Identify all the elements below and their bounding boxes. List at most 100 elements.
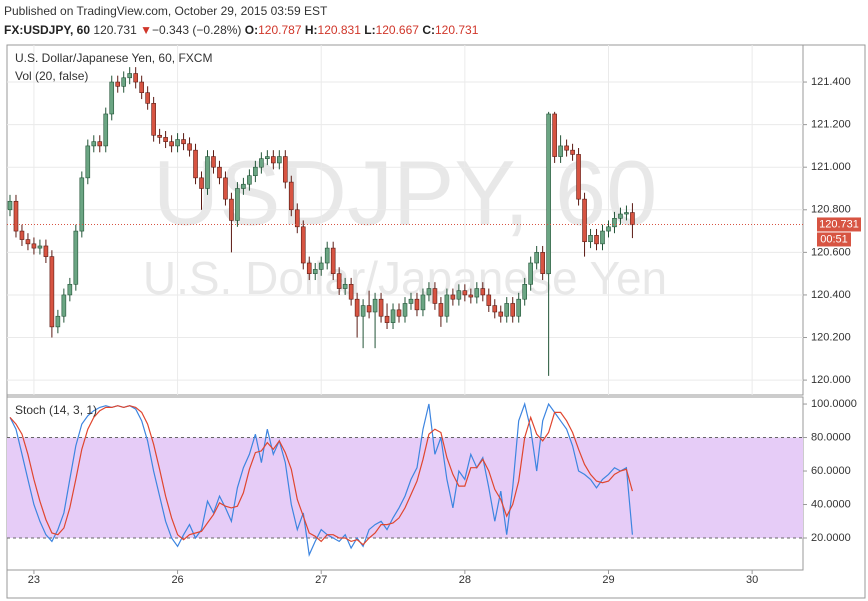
candle-body (7, 200, 13, 211)
candle-body (25, 239, 31, 245)
candle-body (492, 305, 498, 313)
candle-body (630, 212, 635, 225)
candle-body (606, 226, 611, 232)
candle-body (564, 145, 569, 151)
candle-body (247, 175, 252, 185)
candle-body (402, 303, 408, 317)
candle-body (223, 177, 228, 200)
candle-body (582, 198, 587, 243)
y-tick-label: 120.400 (811, 289, 851, 301)
candle-body (546, 113, 551, 274)
close-label: C: (422, 23, 435, 37)
candle-body (522, 283, 527, 300)
candle-body (43, 245, 49, 257)
countdown-box (817, 232, 851, 247)
open-label: O: (244, 23, 259, 37)
candle-body (360, 305, 366, 317)
candle-body (480, 288, 486, 296)
candle-body (438, 303, 444, 317)
candle-body (271, 156, 276, 164)
x-tick-label: 30 (746, 574, 758, 586)
candle-body (624, 212, 629, 215)
candle-body (588, 235, 593, 243)
pane-subtitle: Vol (20, false) (15, 69, 88, 83)
candle-body (306, 262, 312, 274)
candle-body (109, 81, 115, 115)
candle-body (181, 139, 186, 145)
x-tick-label: 23 (28, 574, 40, 586)
candle-body (528, 262, 533, 285)
low-label: L: (364, 23, 376, 37)
y-tick-label: 40.0000 (811, 498, 851, 510)
candle-body (67, 283, 73, 296)
candle-body (145, 92, 150, 104)
candle-body (133, 73, 138, 83)
candle-body (432, 288, 438, 304)
x-tick-label: 26 (171, 574, 183, 586)
candle-body (336, 273, 342, 289)
candle-body (618, 213, 623, 219)
candle-body (199, 177, 204, 189)
candle-body (450, 294, 456, 300)
candle-body (486, 294, 492, 306)
candle-body (115, 81, 121, 87)
candle-body (384, 315, 390, 323)
candle-body (19, 230, 25, 240)
candle-body (426, 288, 432, 296)
pane (6, 44, 804, 396)
candle-body (324, 247, 330, 264)
candle-body (558, 145, 563, 157)
candle-body (283, 156, 288, 183)
y-tick-label: 121.400 (811, 76, 851, 88)
candle-body (193, 149, 198, 179)
candle-body (300, 226, 306, 264)
high-label: H: (304, 23, 318, 37)
y-tick-label: 120.800 (811, 204, 851, 216)
band (7, 437, 803, 539)
candle-body (378, 298, 384, 317)
y-tick-label: 120.200 (811, 331, 851, 343)
candle-body (31, 243, 37, 249)
candle-body (139, 81, 144, 93)
watermark: USDJPY, 60 (153, 142, 658, 244)
candle-body (241, 183, 246, 189)
candle-body (534, 252, 539, 264)
y-tick-label: 100.0000 (811, 398, 857, 410)
y-tick-label: 80.0000 (811, 431, 851, 443)
candle-body (552, 113, 557, 157)
candle-body (390, 309, 396, 323)
countdown: 00:51 (820, 233, 848, 245)
candle-body (354, 298, 360, 317)
candle-body (187, 143, 192, 151)
published: Published on TradingView.com, October 29… (4, 4, 328, 18)
candle-body (265, 156, 270, 159)
y-tick-label: 121.200 (811, 119, 851, 131)
candle-body (103, 113, 109, 147)
candle-body (456, 290, 462, 300)
candle-body (414, 298, 420, 311)
candle-body (211, 156, 216, 168)
candle-body (253, 166, 258, 177)
y-tick-label: 60.0000 (811, 465, 851, 477)
candle-body (612, 217, 617, 228)
candle-body (235, 188, 240, 221)
candle-body (540, 252, 545, 274)
candle-body (594, 235, 599, 245)
x-tick-label: 28 (459, 574, 471, 586)
symbol-line: FX:USDJPY, 60 120.731 ▼−0.343 (−0.28%) O… (4, 21, 478, 40)
pane-title: Stoch (14, 3, 1) (15, 403, 97, 417)
candle-body (504, 303, 510, 317)
candle-body (55, 315, 61, 328)
candle-body (330, 247, 336, 274)
x-tick-label: 27 (315, 574, 327, 586)
candle-body (444, 294, 450, 317)
candle-body (342, 283, 348, 289)
candle-body (151, 103, 156, 136)
candle-body (570, 149, 575, 155)
candle-body (49, 256, 55, 328)
candle-body (127, 73, 132, 79)
candle-body (366, 305, 372, 313)
candle-body (318, 262, 324, 270)
